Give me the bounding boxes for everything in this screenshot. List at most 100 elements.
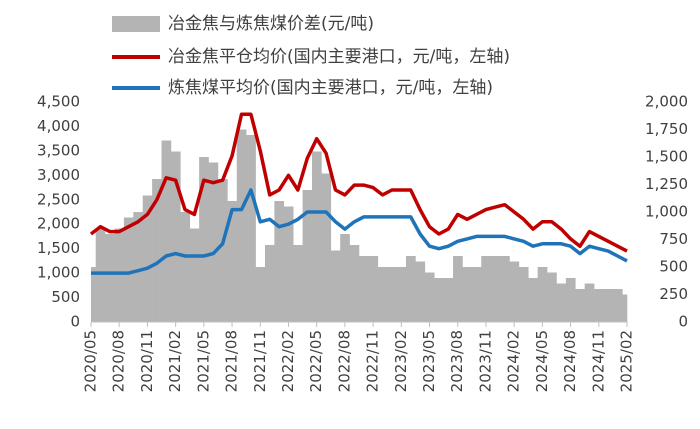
x-tick-label: 2024/05 — [533, 330, 551, 392]
bar — [311, 151, 322, 322]
bar — [500, 256, 510, 322]
bar — [189, 228, 200, 322]
bar — [424, 272, 435, 322]
x-tick-label: 2023/11 — [476, 330, 494, 392]
x-tick-label: 2020/05 — [82, 330, 100, 392]
x-tick-label: 2020/08 — [110, 330, 128, 392]
bar — [321, 173, 332, 322]
x-tick-label: 2024/08 — [561, 330, 579, 392]
bar — [490, 256, 501, 322]
bar — [246, 135, 256, 322]
x-tick-label: 2025/02 — [618, 330, 636, 392]
bar — [114, 228, 125, 322]
legend-label: 冶金焦平仓均价(国内主要港口，元/吨，左轴) — [168, 47, 510, 67]
bar — [481, 256, 491, 322]
y2-tick-label: 0 — [678, 313, 688, 331]
y2-tick-label: 500 — [659, 258, 688, 276]
x-tick-label: 2022/05 — [307, 330, 325, 392]
bar — [123, 217, 134, 322]
bar — [349, 245, 360, 322]
bar — [217, 179, 228, 322]
bar — [434, 278, 444, 322]
bar — [406, 256, 416, 322]
x-tick-label: 2022/08 — [335, 330, 353, 392]
bar — [584, 283, 595, 322]
x-tick-label: 2021/05 — [194, 330, 212, 392]
x-tick-label: 2022/11 — [364, 330, 382, 392]
bar — [152, 179, 162, 322]
y2-tick-label: 1,000 — [645, 203, 688, 221]
y2-tick-label: 1,250 — [645, 175, 688, 193]
y2-tick-label: 1,500 — [645, 148, 688, 166]
bar — [594, 289, 604, 322]
bar — [199, 157, 209, 322]
bar — [161, 140, 172, 322]
y-tick-label: 3,000 — [37, 166, 80, 184]
bar — [471, 267, 482, 322]
bar — [227, 201, 238, 322]
bar — [612, 289, 623, 322]
bar — [236, 129, 247, 322]
bar — [603, 289, 614, 322]
bar — [91, 267, 97, 322]
bar — [208, 162, 219, 322]
bar — [180, 212, 191, 322]
bar — [302, 190, 313, 322]
y-tick-label: 4,500 — [37, 93, 80, 111]
legend-swatch — [112, 16, 160, 32]
bar — [396, 267, 407, 322]
bar — [415, 261, 426, 322]
line — [91, 188, 628, 275]
x-tick-label: 2021/11 — [251, 330, 269, 392]
bar — [133, 212, 144, 322]
bar — [170, 151, 181, 322]
bar — [387, 267, 397, 322]
bar — [264, 245, 275, 322]
bar — [565, 278, 576, 322]
legend-label: 炼焦煤平均价(国内主要港口，元/吨，左轴) — [168, 78, 493, 98]
x-tick-label: 2023/08 — [448, 330, 466, 392]
bar — [462, 267, 473, 322]
bar — [105, 234, 115, 322]
bar — [518, 267, 529, 322]
y-tick-label: 1,500 — [37, 239, 80, 257]
x-tick-label: 2024/11 — [589, 330, 607, 392]
bar — [528, 278, 538, 322]
x-tick-label: 2020/11 — [138, 330, 156, 392]
bar — [509, 261, 520, 322]
bar — [622, 294, 628, 322]
bar — [537, 267, 548, 322]
y2-tick-label: 250 — [659, 285, 688, 303]
bar — [330, 250, 341, 322]
x-tick-label: 2022/02 — [279, 330, 297, 392]
bar — [443, 278, 454, 322]
y-tick-label: 3,500 — [37, 141, 80, 159]
legend-label: 冶金焦与炼焦煤价差(元/吨) — [168, 14, 374, 34]
bar — [340, 234, 350, 322]
x-tick-label: 2021/02 — [166, 330, 184, 392]
y-tick-label: 0 — [70, 313, 80, 331]
bar — [547, 272, 557, 322]
bar — [283, 206, 294, 322]
bar — [95, 228, 106, 322]
bar — [274, 201, 285, 322]
bar — [359, 256, 369, 322]
bar — [255, 267, 266, 322]
x-tick-label: 2023/02 — [392, 330, 410, 392]
bar — [142, 195, 153, 322]
y2-tick-label: 750 — [659, 230, 688, 248]
y2-tick-label: 2,000 — [645, 93, 688, 111]
line — [89, 112, 628, 253]
y2-tick-label: 1,750 — [645, 120, 688, 138]
x-tick-label: 2024/02 — [505, 330, 523, 392]
x-tick-label: 2023/05 — [420, 330, 438, 392]
y-tick-label: 4,000 — [37, 117, 80, 135]
bar — [377, 267, 388, 322]
x-tick-label: 2021/08 — [223, 330, 241, 392]
y-tick-label: 1,000 — [37, 264, 80, 282]
bar — [453, 256, 463, 322]
bar — [575, 289, 585, 322]
y-tick-label: 2,000 — [37, 215, 80, 233]
